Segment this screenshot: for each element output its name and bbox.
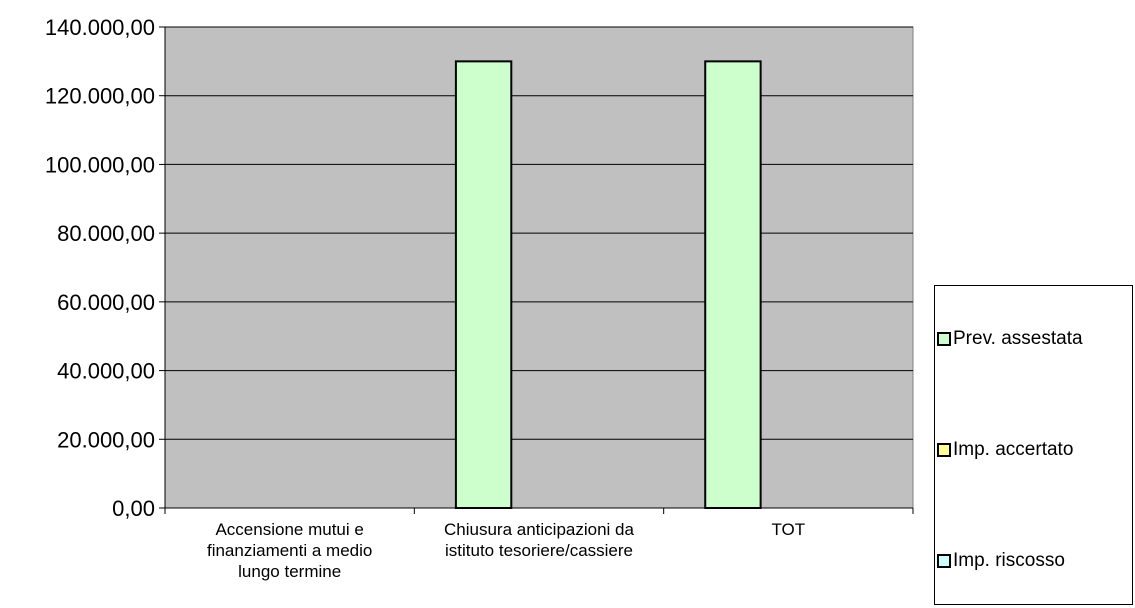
legend-swatch-imp-accertato (937, 443, 951, 457)
legend-item-imp-accertato: Imp. accertato (935, 439, 1073, 461)
y-tick-label: 40.000,00 (57, 359, 155, 384)
gridlines (165, 26, 913, 440)
bar (454, 60, 513, 509)
y-tick-label: 80.000,00 (57, 221, 155, 246)
legend-swatch-prev-assestata (937, 332, 951, 346)
x-axis: Accensione mutui e finanziamenti a medio l… (164, 507, 914, 581)
legend-item-prev-assestata: Prev. assestata (935, 328, 1083, 350)
x-tick-label: Accensione mutui e finanziamenti a medio l… (207, 520, 372, 581)
legend-label-imp-accertato: Imp. accertato (953, 439, 1074, 460)
y-tick-label: 0,00 (112, 496, 155, 521)
bar (704, 60, 762, 509)
x-tick-label: Chiusura anticipazioni da istituto tesori… (444, 520, 634, 560)
legend: Prev. assestata Imp. accertato Imp. risc… (934, 285, 1133, 605)
y-tick-label: 20.000,00 (57, 427, 155, 452)
y-tick-label: 100.000,00 (45, 152, 155, 177)
y-axis: 0,00 20.000,00 40.000,00 60.000,00 80.000,00… (45, 15, 166, 521)
plot-area (164, 26, 914, 509)
y-tick-label: 140.000,00 (45, 15, 155, 40)
x-tick-label: TOT (771, 520, 805, 539)
bars (454, 60, 762, 509)
legend-item-imp-riscosso: Imp. riscosso (935, 550, 1065, 572)
legend-label-prev-assestata: Prev. assestata (953, 328, 1083, 349)
y-tick-label: 120.000,00 (45, 84, 155, 109)
y-tick-label: 60.000,00 (57, 290, 155, 315)
legend-label-imp-riscosso: Imp. riscosso (953, 550, 1065, 571)
legend-swatch-imp-riscosso (937, 554, 951, 568)
